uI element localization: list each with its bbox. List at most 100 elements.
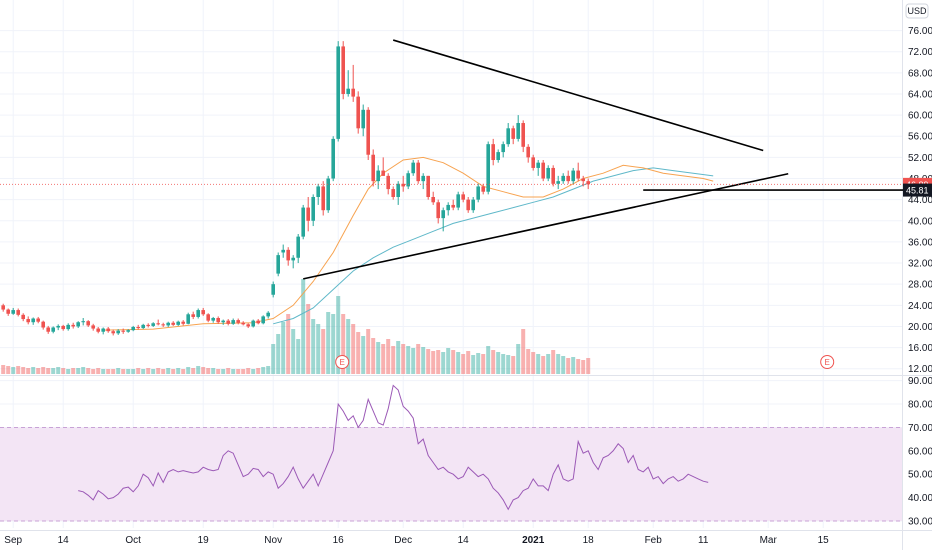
candle <box>296 233 300 264</box>
candle-body <box>341 46 345 94</box>
candle <box>531 154 535 171</box>
candle <box>241 321 245 326</box>
candle-body <box>436 202 440 219</box>
earnings-marker-circle <box>820 355 835 369</box>
volume-bar <box>516 344 521 374</box>
candle-body <box>281 249 285 253</box>
candle <box>66 323 70 331</box>
volume-bar <box>76 368 81 374</box>
time-axis[interactable]: Sep 14 Oct 19 Nov 16 Dec 14 2021 18 Feb 11 Mar 15 <box>4 535 829 546</box>
volume-bar <box>311 319 316 374</box>
candle <box>336 41 340 142</box>
trendlines[interactable] <box>303 39 914 280</box>
rsi-axis[interactable]: 90.00 80.00 70.00 60.00 50.00 40.00 30.00 <box>908 376 932 527</box>
candle-body <box>371 154 375 182</box>
trendline-upper <box>392 39 764 152</box>
rsi-band <box>0 426 902 522</box>
candle <box>291 255 295 269</box>
volume-bar <box>136 368 141 374</box>
candle-body <box>426 175 430 197</box>
candle <box>101 327 105 335</box>
volume-bar <box>26 368 31 374</box>
candle <box>96 326 100 334</box>
candle-body <box>156 323 160 325</box>
volume-bar <box>331 314 336 374</box>
price-tag-label: 45.81 <box>906 186 929 196</box>
earnings-marker-circle <box>335 355 350 369</box>
volume-bar <box>36 368 41 374</box>
candlesticks[interactable] <box>1 41 590 336</box>
volume-bar <box>276 334 281 374</box>
candle <box>246 323 250 329</box>
candle <box>286 247 290 266</box>
candle-body <box>141 324 145 329</box>
time-tick-label: 14 <box>58 535 70 546</box>
candle <box>31 317 35 325</box>
candle-body <box>446 204 450 211</box>
trendline-lower <box>303 172 789 280</box>
price-tag: 45.81 <box>903 183 932 197</box>
volume-bar <box>416 344 421 374</box>
candle <box>201 307 205 316</box>
volume-bar <box>436 350 441 374</box>
candle <box>146 323 150 328</box>
price-tags: 46.8945.81 <box>0 177 932 197</box>
volume-bar <box>286 314 291 374</box>
candle-body <box>61 325 65 330</box>
candle <box>116 329 120 335</box>
volume-bar <box>561 356 566 374</box>
candle-body <box>561 175 565 182</box>
candle <box>411 160 415 176</box>
volume-bar <box>221 369 226 374</box>
candle-body <box>581 178 585 182</box>
currency-label: USD <box>907 6 927 16</box>
volume-bar <box>16 366 21 374</box>
volume-bar <box>176 368 181 374</box>
candle-body <box>431 197 435 203</box>
candle-body <box>226 320 230 324</box>
candle <box>231 318 235 325</box>
candle-body <box>396 183 400 197</box>
candle-body <box>521 123 525 147</box>
volume-bar <box>526 349 531 374</box>
candle <box>81 317 85 326</box>
candle <box>576 162 580 182</box>
candle <box>566 170 570 184</box>
candle <box>356 91 360 134</box>
volume-bar <box>431 351 436 374</box>
candle-body <box>111 331 115 334</box>
candle <box>471 197 475 213</box>
volume-bar <box>471 355 476 374</box>
time-tick-label: Feb <box>645 535 663 546</box>
candle <box>546 165 550 182</box>
candle <box>581 175 585 187</box>
earnings-marker: E <box>820 355 835 369</box>
candle-body <box>91 325 95 329</box>
candle-body <box>556 181 560 184</box>
candle <box>541 160 545 182</box>
volume-bar <box>536 354 541 374</box>
volume-bar <box>291 329 296 374</box>
volume-bar <box>381 344 386 374</box>
volume-bar <box>51 368 56 374</box>
candle-body <box>531 157 535 168</box>
volume-bar <box>441 352 446 374</box>
volume-bar <box>346 319 351 374</box>
price-axis[interactable]: 76.0072.0068.0064.0060.0056.0052.0048.00… <box>908 26 932 375</box>
currency-badge[interactable]: USD <box>905 3 929 19</box>
candle-body <box>506 128 510 145</box>
candle <box>381 157 385 176</box>
volume-bar <box>571 357 576 374</box>
volume-bar <box>46 368 51 374</box>
candle-body <box>211 317 215 321</box>
candle <box>51 326 55 334</box>
candle <box>161 322 165 327</box>
volume-bar <box>191 368 196 374</box>
volume-bar <box>531 352 536 374</box>
rsi-path <box>78 384 709 511</box>
candle <box>506 123 510 147</box>
candle-body <box>546 167 550 179</box>
candle-body <box>411 162 415 174</box>
